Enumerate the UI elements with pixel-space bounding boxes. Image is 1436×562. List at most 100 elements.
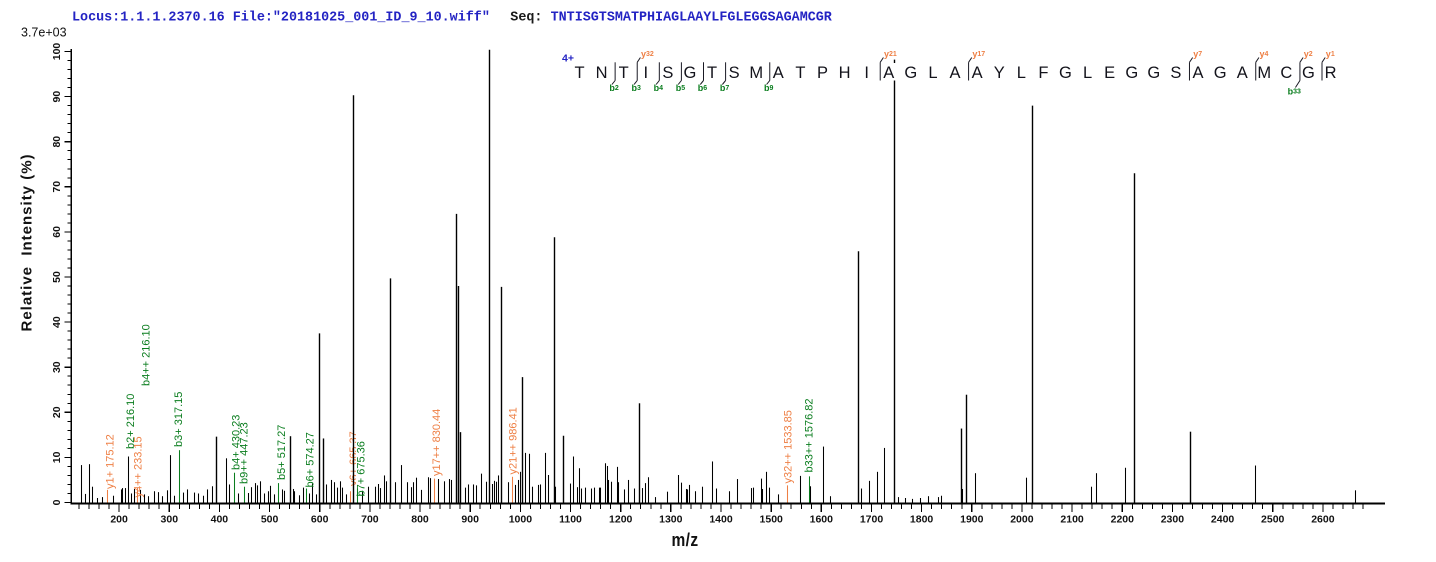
svg-text:30: 30 — [51, 361, 63, 373]
svg-text:y4: y4 — [1260, 49, 1269, 59]
svg-text:b33: b33 — [1288, 87, 1301, 97]
svg-text:TNTISGTSMATPHIAGLAAYLFGLEGGSAG: TNTISGTSMATPHIAGLAAYLFGLEGGSAGAMCGR — [551, 11, 833, 26]
svg-text:0: 0 — [51, 499, 63, 505]
svg-text:1100: 1100 — [559, 514, 582, 526]
svg-text:b7+ 675.36: b7+ 675.36 — [356, 441, 368, 496]
svg-text:y21++ 986.41: y21++ 986.41 — [508, 407, 520, 474]
svg-text:80: 80 — [51, 136, 63, 148]
svg-text:b5+ 517.27: b5+ 517.27 — [276, 425, 288, 480]
svg-text:70: 70 — [51, 181, 63, 193]
svg-text:900: 900 — [461, 514, 479, 526]
svg-text:400: 400 — [211, 514, 229, 526]
svg-text:40: 40 — [51, 316, 63, 328]
svg-text:I: I — [643, 64, 648, 82]
svg-text:T: T — [574, 64, 584, 82]
svg-text:1400: 1400 — [709, 514, 733, 526]
svg-text:700: 700 — [361, 514, 379, 526]
svg-text:H: H — [839, 64, 851, 82]
svg-text:b3: b3 — [632, 83, 642, 93]
svg-text:800: 800 — [411, 514, 429, 526]
svg-text:1500: 1500 — [760, 514, 784, 526]
svg-text:b7: b7 — [720, 83, 730, 93]
svg-text:A: A — [773, 64, 784, 82]
svg-text:G: G — [1147, 64, 1160, 82]
svg-text:A: A — [1237, 64, 1248, 82]
svg-text:L: L — [928, 64, 937, 82]
svg-text:Relative Intensity (%): Relative Intensity (%) — [19, 153, 36, 331]
svg-text:S: S — [729, 64, 740, 82]
svg-text:b6+ 574.27: b6+ 574.27 — [305, 432, 317, 487]
svg-text:P: P — [817, 64, 828, 82]
svg-text:600: 600 — [311, 514, 329, 526]
svg-text:b33++ 1576.82: b33++ 1576.82 — [804, 398, 816, 472]
svg-text:F: F — [1038, 64, 1048, 82]
svg-text:4+: 4+ — [562, 52, 574, 64]
svg-text:m/z: m/z — [671, 530, 698, 550]
svg-text:2600: 2600 — [1311, 514, 1335, 526]
svg-text:G: G — [1302, 64, 1315, 82]
svg-text:20: 20 — [51, 406, 63, 418]
svg-text:L: L — [1017, 64, 1026, 82]
svg-text:y7: y7 — [1193, 49, 1202, 59]
svg-text:T: T — [619, 64, 629, 82]
svg-text:b2: b2 — [609, 83, 619, 93]
svg-text:200: 200 — [110, 514, 128, 526]
svg-text:1300: 1300 — [659, 514, 683, 526]
svg-text:Locus:1.1.1.2370.16 File:"2018: Locus:1.1.1.2370.16 File:"20181025_001_I… — [72, 11, 490, 26]
svg-text:y2: y2 — [1304, 49, 1313, 59]
svg-text:b2+ 216.10: b2+ 216.10 — [125, 394, 137, 449]
svg-text:1600: 1600 — [810, 514, 834, 526]
svg-text:b6: b6 — [698, 83, 708, 93]
svg-text:1700: 1700 — [860, 514, 884, 526]
svg-text:50: 50 — [51, 271, 63, 283]
svg-text:2000: 2000 — [1010, 514, 1034, 526]
svg-text:S: S — [662, 64, 673, 82]
svg-text:T: T — [707, 64, 717, 82]
svg-text:y17++ 830.44: y17++ 830.44 — [431, 409, 443, 476]
svg-text:10: 10 — [51, 451, 63, 463]
svg-text:500: 500 — [261, 514, 279, 526]
svg-text:C: C — [1280, 64, 1292, 82]
svg-text:300: 300 — [161, 514, 179, 526]
svg-text:A: A — [972, 64, 983, 82]
svg-text:2500: 2500 — [1261, 514, 1285, 526]
svg-text:G: G — [904, 64, 917, 82]
svg-text:I: I — [864, 64, 869, 82]
svg-text:b4++ 216.10: b4++ 216.10 — [141, 324, 153, 386]
svg-text:1000: 1000 — [509, 514, 533, 526]
svg-text:b4: b4 — [654, 83, 664, 93]
svg-text:M: M — [749, 64, 763, 82]
svg-text:Seq:: Seq: — [510, 11, 542, 26]
svg-text:G: G — [684, 64, 697, 82]
svg-text:3.7e+03: 3.7e+03 — [21, 26, 67, 40]
svg-text:b9: b9 — [764, 83, 774, 93]
svg-text:2100: 2100 — [1060, 514, 1084, 526]
svg-text:G: G — [1214, 64, 1227, 82]
svg-text:b3+ 317.15: b3+ 317.15 — [173, 392, 185, 447]
svg-text:E: E — [1104, 64, 1115, 82]
svg-text:1800: 1800 — [910, 514, 934, 526]
svg-text:1900: 1900 — [960, 514, 984, 526]
svg-text:M: M — [1257, 64, 1271, 82]
svg-text:b4+ 430.23: b4+ 430.23 — [230, 415, 242, 470]
svg-text:y17: y17 — [972, 49, 985, 59]
svg-text:y4++ 233.15: y4++ 233.15 — [133, 436, 145, 497]
svg-text:1200: 1200 — [609, 514, 633, 526]
svg-text:R: R — [1325, 64, 1337, 82]
svg-text:y1: y1 — [1326, 49, 1335, 59]
svg-text:A: A — [1193, 64, 1204, 82]
svg-text:y21: y21 — [884, 49, 897, 59]
svg-text:2200: 2200 — [1111, 514, 1135, 526]
svg-text:b9++ 447.23: b9++ 447.23 — [239, 422, 251, 484]
svg-text:100: 100 — [51, 43, 63, 61]
svg-text:A: A — [883, 64, 894, 82]
svg-text:A: A — [950, 64, 961, 82]
svg-text:60: 60 — [51, 226, 63, 238]
svg-text:G: G — [1059, 64, 1072, 82]
svg-text:y1+ 175.12: y1+ 175.12 — [104, 434, 116, 489]
svg-text:N: N — [596, 64, 608, 82]
svg-text:S: S — [1170, 64, 1181, 82]
svg-text:2400: 2400 — [1211, 514, 1235, 526]
svg-text:G: G — [1125, 64, 1138, 82]
svg-text:y32++ 1533.85: y32++ 1533.85 — [782, 410, 794, 483]
